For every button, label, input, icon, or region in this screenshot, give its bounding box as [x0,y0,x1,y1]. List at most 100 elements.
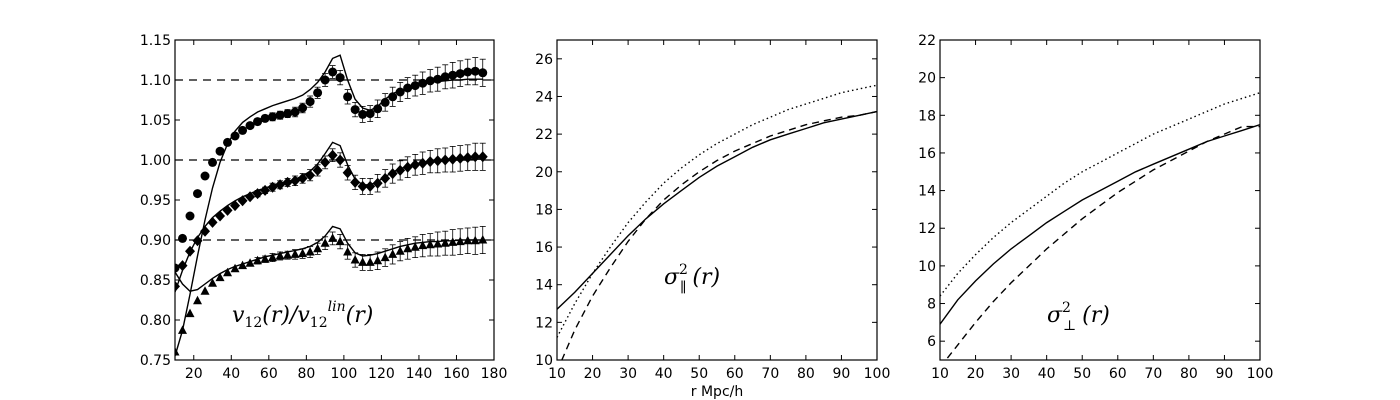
left-point-diamond [312,164,323,176]
left-point-diamond [200,225,211,237]
left-point-triangle [395,246,405,255]
left-point-diamond [395,164,406,176]
left-point-triangle [208,278,218,287]
left-point-diamond [245,191,256,203]
left-point-triangle [425,239,435,249]
middle-x-tick-label: 50 [690,366,708,382]
left-y-tick-label: 1.00 [140,153,171,169]
middle-x-tick-label: 60 [726,366,744,382]
right-y-tick-label: 10 [918,259,936,275]
middle-x-tick-label: 90 [833,366,851,382]
left-x-tick-label: 140 [406,366,433,382]
middle-y-tick-label: 26 [535,52,553,68]
left-x-tick-label: 60 [260,366,278,382]
right-series-dotted [940,92,1260,297]
right-y-tick-label: 14 [918,184,936,200]
left-point-circle [358,109,368,119]
left-point-circle [298,103,308,113]
left-point-diamond [282,176,293,188]
left-point-diamond [207,216,218,228]
middle-panel: 10 20 30 40 50 60 70 80 90 100 10 12 14 16 18 20 22 24 26 [535,39,891,382]
middle-x-tick-label: 100 [864,366,891,382]
left-plot-frame [174,39,495,361]
left-point-triangle [328,233,338,242]
left-point-triangle [238,260,248,270]
left-x-tick-label: 80 [297,366,315,382]
middle-series-dotted [557,84,877,338]
left-point-circle [380,97,390,107]
left-point-diamond [275,179,286,191]
right-x-tick-label: 30 [1002,366,1020,382]
middle-x-axis-label: r Mpc/h [691,384,743,400]
left-x-tick-label: 160 [443,366,470,382]
left-point-triangle [455,236,465,246]
left-point-triangle [185,308,195,318]
left-x-tick-label: 120 [368,366,395,382]
left-point-circle [425,76,435,86]
left-point-circle [253,117,263,127]
left-point-circle [463,67,473,77]
left-point-circle [410,81,420,91]
left-y-tick-label: 0.85 [140,273,171,289]
right-y-tick-label: 12 [918,221,936,237]
right-y-tick-label: 6 [927,334,936,350]
left-point-circle [245,121,255,131]
left-point-triangle [178,325,188,334]
left-point-circle [365,109,375,119]
left-point-triangle [268,252,278,262]
left-point-diamond [222,204,233,216]
left-point-circle [283,109,293,119]
middle-y-tick-label: 20 [535,165,553,181]
left-point-diamond [380,172,391,184]
middle-plot-frame [556,39,878,361]
left-point-triangle [448,237,458,246]
middle-y-tick-label: 22 [535,127,553,143]
left-point-triangle [380,252,390,262]
left-point-diamond [192,235,203,247]
middle-panel-annotation: σ2 ∥ (r) [664,262,720,296]
left-panel-annotation: v12(r)/v12lin(r) [232,299,373,331]
left-point-diamond [305,169,316,181]
middle-x-tick-label: 80 [797,366,815,382]
left-point-diamond [447,153,458,165]
left-point-diamond [477,151,488,163]
left-point-diamond [215,210,226,222]
middle-series-solid [557,110,877,310]
left-point-diamond [372,177,383,189]
left-point-circle [320,75,330,85]
left-point-triangle [463,235,473,245]
left-panel: 20 40 60 80 100 120 140 160 180 0.75 0.80 0.85 0.90 0… [140,33,508,382]
left-point-diamond [237,195,248,207]
left-point-diamond [365,180,376,192]
left-point-triangle [365,257,375,266]
left-point-triangle [320,238,330,247]
left-point-diamond [425,156,436,168]
left-point-diamond [335,154,346,166]
right-x-tick-label: 90 [1216,366,1234,382]
left-point-diamond [177,260,188,272]
right-plot-frame [939,39,1261,361]
left-point-triangle [305,247,315,256]
left-point-triangle [470,235,480,245]
left-point-circle [395,87,405,97]
left-y-tick-label: 0.75 [140,353,171,369]
left-y-tick-label: 1.15 [140,33,171,49]
middle-x-tick-label: 40 [655,366,673,382]
right-x-tick-label: 100 [1247,366,1274,382]
right-y-tick-label: 18 [918,108,936,124]
left-point-circle [223,137,233,147]
left-y-tick-label: 1.05 [140,113,171,129]
left-point-circle [313,88,323,98]
right-x-tick-label: 20 [967,366,985,382]
right-x-tick-label: 40 [1038,366,1056,382]
left-point-triangle [193,295,203,305]
left-point-circle [193,189,203,199]
left-point-circle [230,131,240,141]
middle-y-tick-label: 16 [535,240,553,256]
left-point-triangle [253,255,263,265]
left-point-triangle [223,267,233,277]
left-point-triangle [230,263,240,273]
left-point-diamond [260,184,271,196]
middle-series-dashed [561,110,877,360]
left-point-triangle [403,243,413,253]
